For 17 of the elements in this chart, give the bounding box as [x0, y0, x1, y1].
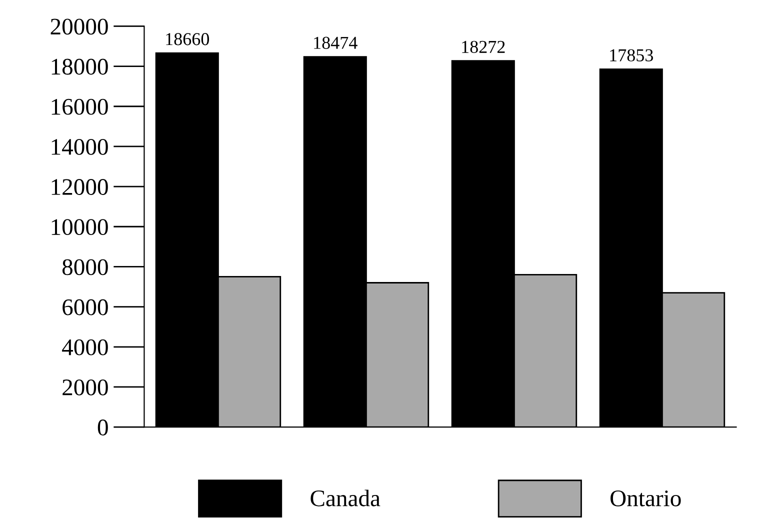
data-label: 18660	[166, 33, 210, 46]
y-tick-label: 8000	[62, 259, 108, 276]
y-tick-label: 18000	[52, 58, 108, 75]
y-tick-label: 20000	[50, 18, 108, 35]
y-tick-label: 6000	[62, 299, 108, 316]
y-tick-label: 4000	[62, 339, 108, 356]
y-tick-label: 12000	[52, 179, 108, 195]
legend-label: Canada	[310, 490, 380, 506]
y-tick-label: 10000	[52, 219, 108, 236]
legend-label: Ontario	[610, 490, 681, 506]
data-label: 18474	[314, 36, 358, 49]
y-tick-label: 14000	[52, 138, 108, 155]
y-tick-label: 16000	[52, 98, 108, 115]
y-tick-label: 0	[98, 420, 108, 436]
data-label: 18272	[462, 40, 505, 53]
data-label: 17853	[610, 49, 654, 62]
y-tick-label: 2000	[62, 379, 108, 396]
